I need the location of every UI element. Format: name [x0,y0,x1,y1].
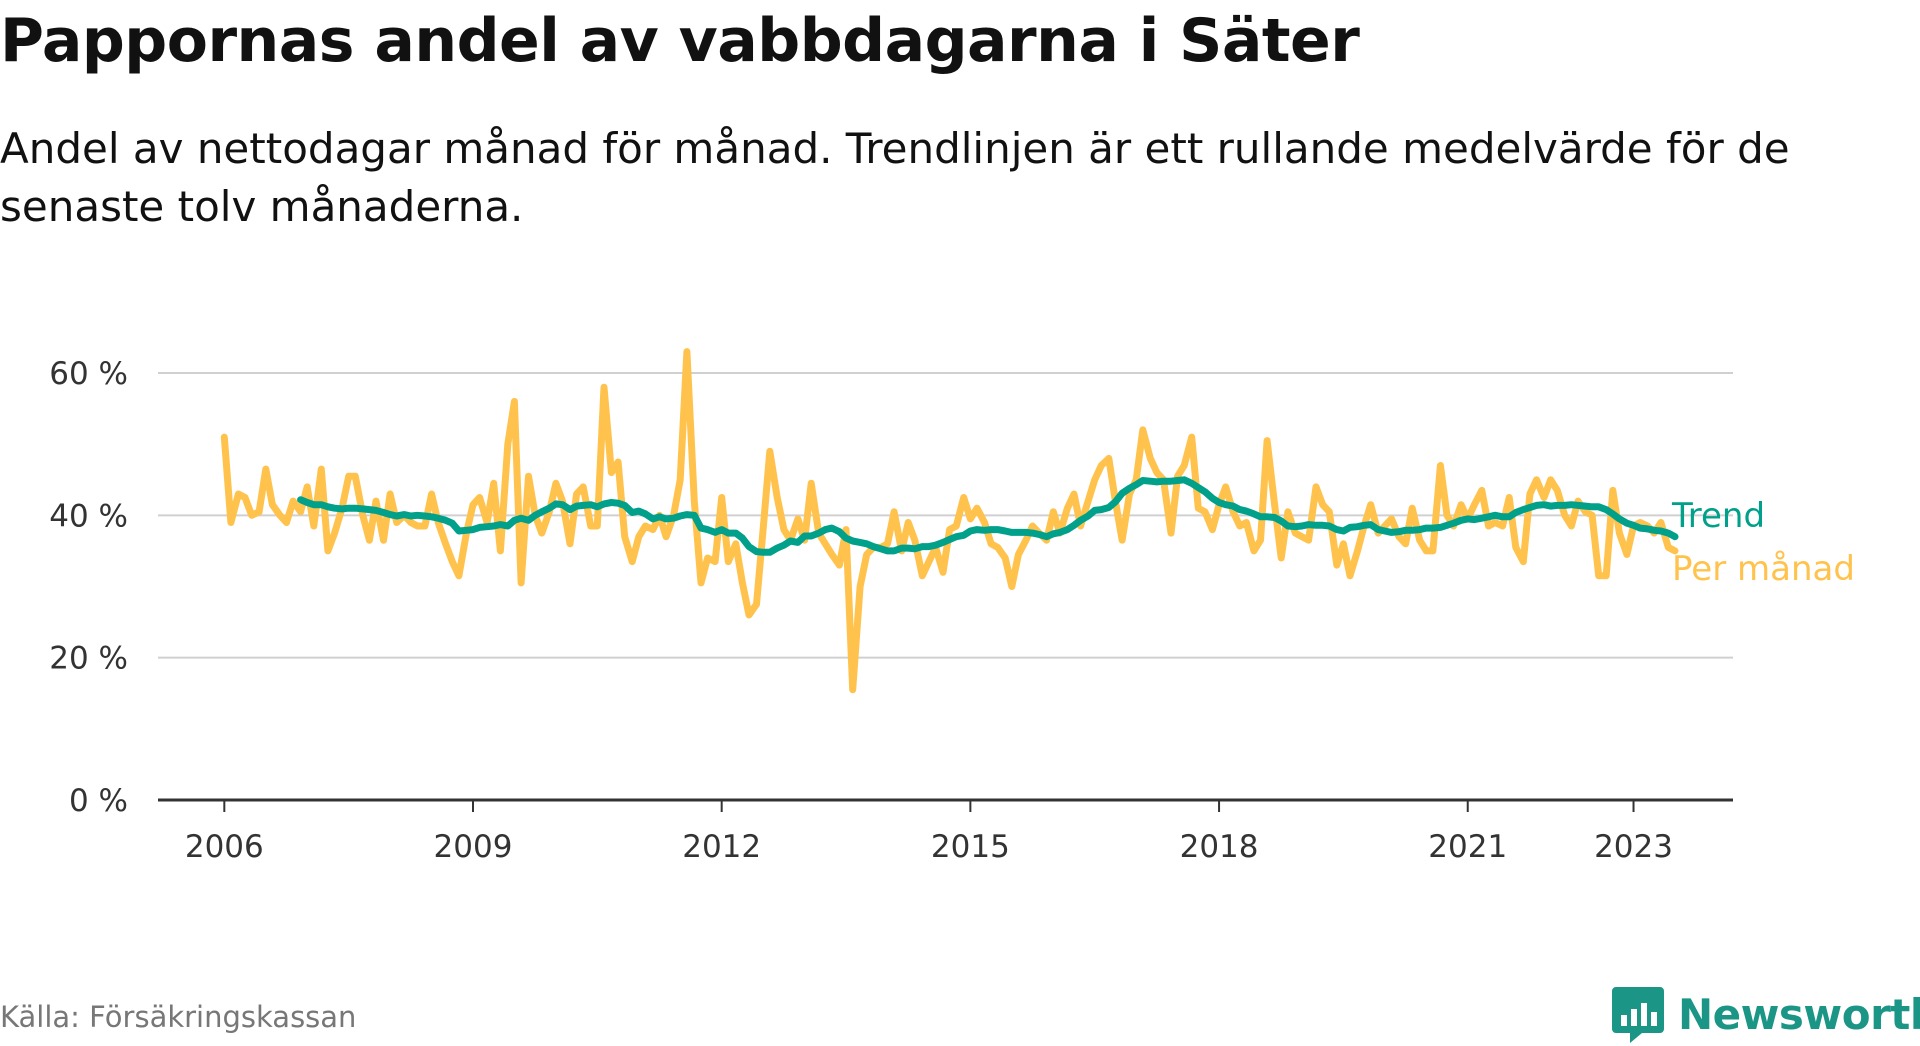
x-tick-label: 2006 [185,829,264,865]
x-tick-label: 2015 [931,829,1010,865]
x-axis: 2006 2009 2012 2015 2018 2021 2023 [158,798,1733,865]
y-tick-label: 40 % [49,498,128,534]
series-label-trend: Trend [1671,496,1765,536]
y-axis-labels: 0 % 20 % 40 % 60 % [49,356,128,819]
series-label-monthly: Per månad [1672,549,1855,589]
x-tick-label: 2021 [1428,829,1507,865]
brand: Newsworthy [1612,982,1920,1046]
newsworthy-logo-icon [1612,987,1664,1043]
x-tick-label: 2023 [1594,829,1673,865]
x-tick-label: 2012 [682,829,761,865]
chart-title: Pappornas andel av vabbdagarna i Säter [0,6,1360,76]
y-tick-label: 20 % [49,641,128,677]
y-tick-label: 60 % [49,356,128,392]
series-lines [220,348,1679,694]
x-tick-label: 2009 [434,829,513,865]
series-trend-line [297,476,1679,556]
brand-name: Newsworthy [1678,989,1920,1039]
chart-subtitle: Andel av nettodagar månad för månad. Tre… [0,124,1790,231]
y-tick-label: 0 % [69,783,128,819]
source-note: Källa: Försäkringskassan [0,1000,357,1034]
series-labels: Per månad Trend [1671,496,1855,589]
x-tick-label: 2018 [1180,829,1259,865]
